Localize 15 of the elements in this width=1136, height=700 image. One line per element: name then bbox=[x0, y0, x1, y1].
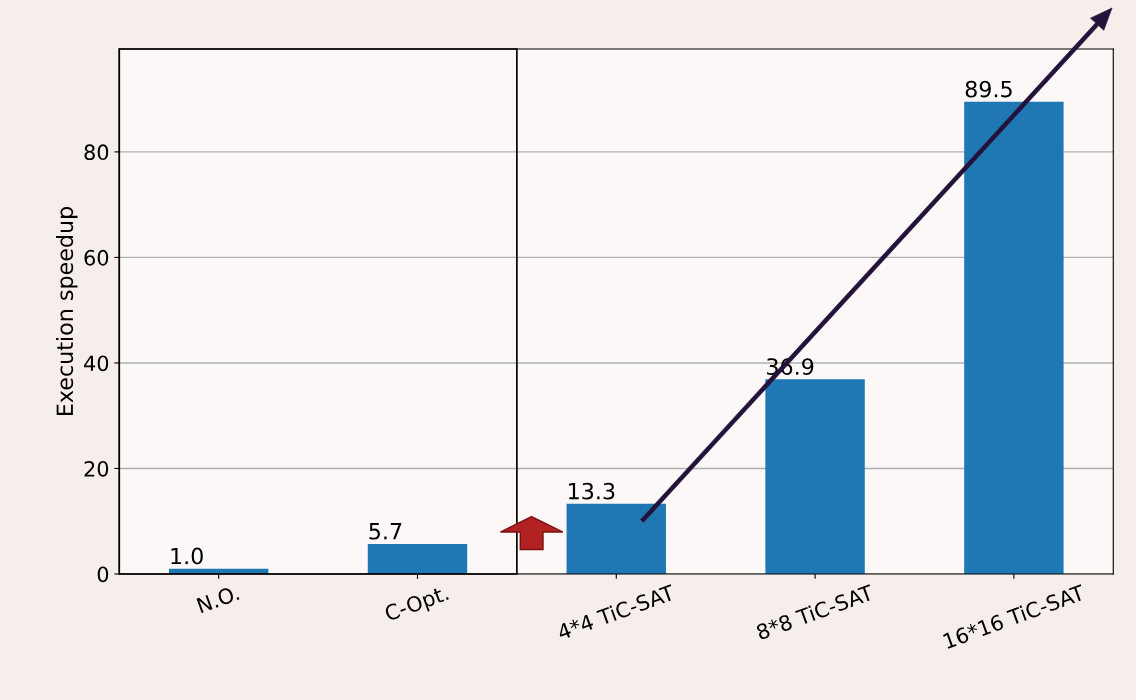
y-tick-label: 60 bbox=[84, 249, 109, 266]
y-axis-title: Execution speedup bbox=[55, 207, 78, 416]
bar bbox=[367, 543, 468, 574]
data-label: 1.0 bbox=[171, 547, 203, 565]
data-label: 89.5 bbox=[965, 80, 1012, 98]
y-tick-label: 80 bbox=[84, 144, 109, 161]
data-label: 13.3 bbox=[569, 482, 615, 500]
data-label: 5.7 bbox=[369, 523, 402, 540]
bar bbox=[765, 379, 865, 574]
x-tick-label: N.O. bbox=[196, 584, 240, 614]
bar bbox=[964, 101, 1064, 574]
y-tick-label: 20 bbox=[84, 460, 109, 477]
x-tick-label: C-Opt. bbox=[383, 584, 451, 626]
y-tick-label: 40 bbox=[84, 355, 109, 372]
y-tick-label: 0 bbox=[97, 566, 109, 583]
